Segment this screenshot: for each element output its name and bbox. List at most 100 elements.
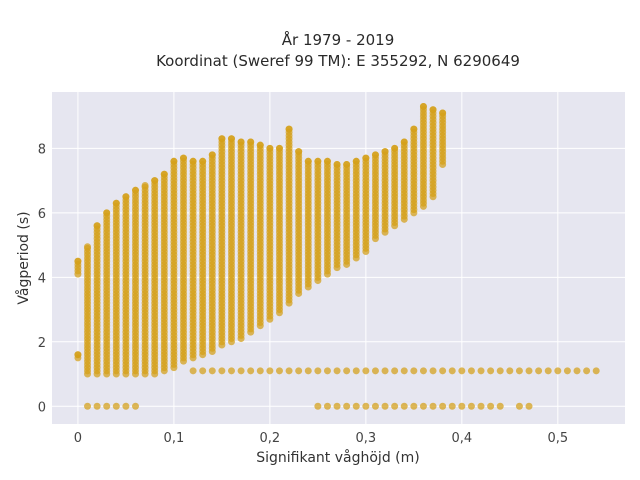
data-point xyxy=(122,193,130,201)
data-point xyxy=(352,157,360,165)
data-point xyxy=(314,402,322,410)
data-point xyxy=(199,367,207,375)
data-point xyxy=(467,402,475,410)
data-point xyxy=(323,157,331,165)
data-point xyxy=(343,402,351,410)
data-point xyxy=(496,367,504,375)
data-point xyxy=(410,125,418,133)
data-point xyxy=(554,367,562,375)
data-point xyxy=(400,402,408,410)
data-point xyxy=(103,402,111,410)
y-axis-ticks: 0 2 4 6 8 xyxy=(38,142,46,415)
data-point xyxy=(112,199,120,207)
data-point xyxy=(304,157,312,165)
data-point xyxy=(275,144,283,152)
x-tick-label: 0,4 xyxy=(451,431,472,446)
data-point xyxy=(381,148,389,156)
y-tick-label: 2 xyxy=(38,336,46,351)
data-point xyxy=(227,135,235,143)
data-point xyxy=(333,402,341,410)
data-point xyxy=(487,367,495,375)
data-point xyxy=(285,125,293,133)
data-point xyxy=(227,367,235,375)
data-point xyxy=(439,402,447,410)
data-point xyxy=(266,367,274,375)
data-point xyxy=(343,161,351,169)
data-point xyxy=(371,402,379,410)
data-point xyxy=(573,367,581,375)
data-point xyxy=(506,367,514,375)
data-point xyxy=(477,402,485,410)
data-point xyxy=(477,367,485,375)
data-point xyxy=(544,367,552,375)
data-point xyxy=(275,367,283,375)
data-point xyxy=(304,367,312,375)
data-point xyxy=(563,367,571,375)
data-point xyxy=(93,222,101,230)
data-point xyxy=(467,367,475,375)
data-point xyxy=(429,367,437,375)
chart-title: År 1979 - 2019 xyxy=(282,30,395,49)
data-point xyxy=(535,367,543,375)
x-tick-label: 0,3 xyxy=(356,431,377,446)
data-point xyxy=(381,367,389,375)
data-point xyxy=(487,402,495,410)
data-point xyxy=(295,367,303,375)
data-point xyxy=(458,367,466,375)
data-point xyxy=(362,402,370,410)
data-point xyxy=(323,402,331,410)
data-point xyxy=(208,367,216,375)
data-point xyxy=(525,402,533,410)
data-point xyxy=(496,402,504,410)
data-point xyxy=(391,367,399,375)
data-point xyxy=(141,181,149,189)
data-point xyxy=(381,402,389,410)
data-point xyxy=(74,351,82,359)
data-point xyxy=(429,106,437,114)
x-tick-label: 0,5 xyxy=(547,431,568,446)
data-point xyxy=(314,157,322,165)
data-point xyxy=(189,157,197,165)
data-point xyxy=(189,367,197,375)
data-point xyxy=(285,367,293,375)
y-tick-label: 4 xyxy=(38,271,46,286)
data-point xyxy=(448,367,456,375)
data-point xyxy=(84,402,92,410)
x-axis-ticks: 0 0,1 0,2 0,3 0,4 0,5 xyxy=(74,431,568,446)
x-tick-label: 0 xyxy=(74,431,82,446)
data-point xyxy=(458,402,466,410)
data-point xyxy=(419,103,427,111)
x-tick-label: 0,1 xyxy=(164,431,185,446)
data-point xyxy=(410,402,418,410)
data-point xyxy=(391,402,399,410)
data-point xyxy=(515,402,523,410)
data-point xyxy=(74,257,82,265)
chart-subtitle: Koordinat (Sweref 99 TM): E 355292, N 62… xyxy=(156,52,520,70)
data-point xyxy=(515,367,523,375)
data-point xyxy=(419,367,427,375)
data-point xyxy=(362,367,370,375)
data-point xyxy=(247,367,255,375)
data-point xyxy=(429,402,437,410)
data-point xyxy=(266,144,274,152)
y-tick-label: 0 xyxy=(38,400,46,415)
data-point xyxy=(362,154,370,162)
data-point xyxy=(112,402,120,410)
data-point xyxy=(525,367,533,375)
data-point xyxy=(103,209,111,217)
data-point xyxy=(218,135,226,143)
data-point xyxy=(247,138,255,146)
data-point xyxy=(352,367,360,375)
y-axis-label: Vågperiod (s) xyxy=(15,211,32,304)
x-tick-label: 0,2 xyxy=(260,431,281,446)
data-point xyxy=(160,170,168,178)
data-point xyxy=(419,402,427,410)
data-point xyxy=(352,402,360,410)
y-tick-label: 6 xyxy=(38,207,46,222)
data-point xyxy=(439,367,447,375)
data-point xyxy=(391,144,399,152)
data-point xyxy=(151,177,159,185)
data-point xyxy=(237,367,245,375)
data-point xyxy=(343,367,351,375)
